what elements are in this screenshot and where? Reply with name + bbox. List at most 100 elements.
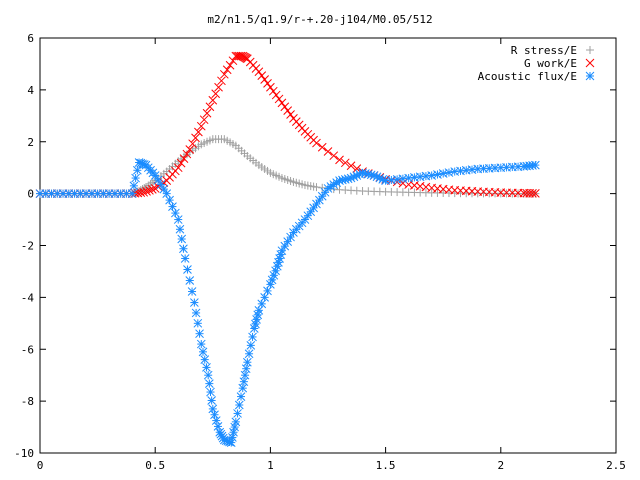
data-point <box>196 339 206 349</box>
data-point <box>202 363 211 372</box>
data-point <box>136 188 146 198</box>
data-point <box>208 404 218 414</box>
data-point <box>277 246 287 256</box>
x-tick-label: 0 <box>37 459 44 472</box>
data-point <box>175 224 185 234</box>
data-point <box>231 417 241 427</box>
marks-layer <box>35 51 540 447</box>
data-point <box>205 102 215 112</box>
data-point <box>528 188 537 198</box>
y-tick-label: 4 <box>27 84 34 97</box>
y-tick-label: -4 <box>21 291 35 304</box>
data-point <box>179 244 188 254</box>
data-point <box>234 400 244 410</box>
data-point <box>404 173 413 183</box>
data-point <box>312 183 321 192</box>
data-point <box>283 237 293 246</box>
data-point <box>188 139 197 149</box>
data-point <box>219 69 229 79</box>
data-point <box>531 160 540 170</box>
legend-label: G work/E <box>524 57 577 70</box>
data-point <box>180 254 190 263</box>
data-point <box>225 60 235 70</box>
data-point <box>214 82 223 92</box>
data-point <box>254 305 264 315</box>
data-point <box>162 189 172 198</box>
data-point <box>191 308 201 318</box>
legend-marker <box>585 58 595 68</box>
data-point <box>198 347 208 357</box>
data-point <box>183 265 192 274</box>
legend-label: R stress/E <box>511 44 577 57</box>
data-point <box>438 169 448 178</box>
data-point <box>206 387 215 397</box>
data-point <box>179 154 189 163</box>
data-point <box>244 349 254 359</box>
chart-title: m2/n1.5/q1.9/r-+.20-j104/M0.05/512 <box>207 13 432 26</box>
data-point <box>142 187 151 196</box>
data-point <box>318 183 327 192</box>
data-point <box>191 133 200 143</box>
data-point <box>266 82 275 92</box>
y-tick-label: 6 <box>27 32 34 45</box>
series-r-stress-e <box>36 135 540 198</box>
data-point <box>217 76 226 86</box>
data-point <box>173 163 183 173</box>
data-point <box>280 102 290 112</box>
y-tick-label: -6 <box>21 343 34 356</box>
data-point <box>335 155 344 165</box>
data-point <box>230 422 240 432</box>
data-point <box>185 276 195 285</box>
data-point <box>210 410 219 420</box>
data-point <box>326 182 336 191</box>
y-tick-label: -10 <box>14 447 34 460</box>
data-point <box>222 65 232 75</box>
data-point <box>277 98 287 108</box>
data-point <box>283 106 293 115</box>
data-point <box>271 90 281 100</box>
data-point <box>229 427 238 437</box>
series-acoustic-flux-e <box>35 158 540 447</box>
data-point <box>173 215 183 224</box>
data-point <box>329 151 339 161</box>
data-point <box>248 332 257 342</box>
data-point <box>185 145 195 154</box>
y-tick-label: 0 <box>27 188 34 201</box>
data-point <box>177 234 187 244</box>
x-tick-label: 1.5 <box>376 459 396 472</box>
data-point <box>274 94 284 104</box>
data-point <box>340 158 350 168</box>
data-point <box>233 409 242 418</box>
data-point <box>236 392 246 401</box>
data-point <box>200 355 210 364</box>
data-point <box>427 171 437 180</box>
data-point <box>182 149 192 159</box>
data-point <box>194 127 203 137</box>
data-point <box>323 147 333 156</box>
data-point <box>211 89 221 99</box>
legend-marker <box>586 46 594 54</box>
data-point <box>131 173 140 183</box>
data-point <box>211 416 221 425</box>
data-point <box>346 161 356 171</box>
x-tick-label: 2.5 <box>606 459 626 472</box>
data-point <box>226 438 236 447</box>
data-point <box>139 187 149 197</box>
data-point <box>190 298 199 307</box>
y-tick-label: 2 <box>27 136 34 149</box>
data-point <box>187 287 197 296</box>
data-point <box>266 280 275 289</box>
data-point <box>207 396 217 405</box>
data-point <box>260 75 269 84</box>
x-tick-label: 0.5 <box>145 459 165 472</box>
data-point <box>317 142 327 152</box>
data-point <box>257 71 267 80</box>
data-point <box>228 433 237 442</box>
data-point <box>271 266 280 276</box>
data-point <box>268 86 278 96</box>
data-point <box>195 329 204 339</box>
